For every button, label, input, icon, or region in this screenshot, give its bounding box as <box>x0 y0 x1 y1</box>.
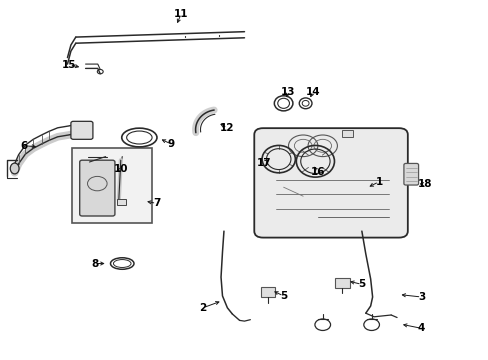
Bar <box>260 287 275 297</box>
Text: 4: 4 <box>417 323 425 333</box>
Text: 10: 10 <box>114 164 128 174</box>
FancyBboxPatch shape <box>71 121 93 139</box>
Bar <box>117 199 126 205</box>
Text: 14: 14 <box>305 87 320 97</box>
Text: 8: 8 <box>92 258 99 269</box>
Text: 16: 16 <box>310 167 325 177</box>
Text: 18: 18 <box>417 179 432 189</box>
Text: 6: 6 <box>21 141 28 151</box>
Text: 1: 1 <box>375 177 382 187</box>
Text: 12: 12 <box>220 123 234 133</box>
Text: 9: 9 <box>167 139 174 149</box>
Text: 5: 5 <box>358 279 365 289</box>
Text: 2: 2 <box>199 303 206 313</box>
Bar <box>342 130 352 137</box>
Text: 5: 5 <box>280 291 286 301</box>
FancyBboxPatch shape <box>403 163 418 185</box>
Text: 17: 17 <box>256 158 271 168</box>
Bar <box>334 278 349 288</box>
Text: 11: 11 <box>173 9 188 19</box>
Bar <box>72 148 151 223</box>
Text: 3: 3 <box>417 292 424 302</box>
FancyBboxPatch shape <box>80 160 115 216</box>
Text: 15: 15 <box>62 60 77 70</box>
Text: 7: 7 <box>152 198 160 208</box>
FancyBboxPatch shape <box>254 128 407 238</box>
Ellipse shape <box>10 163 19 174</box>
Text: 13: 13 <box>281 87 295 97</box>
